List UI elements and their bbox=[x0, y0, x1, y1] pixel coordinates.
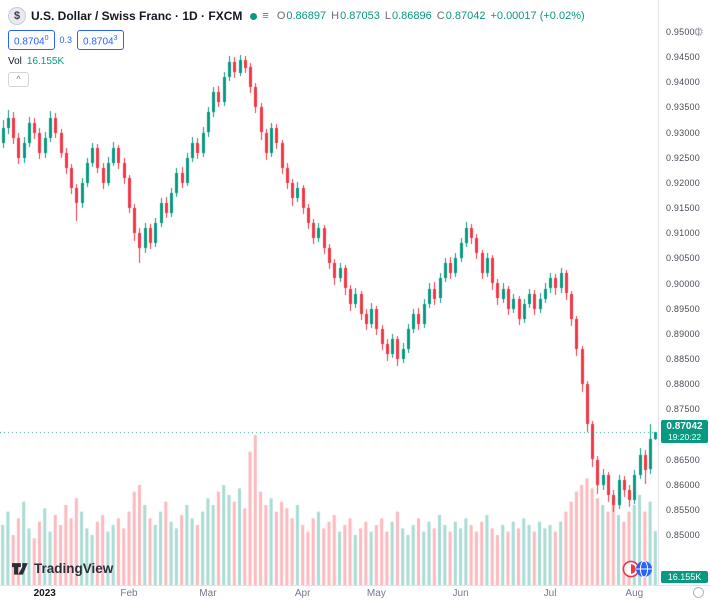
close-value: 0.87042 bbox=[445, 10, 486, 22]
tradingview-logo[interactable]: TradingView bbox=[10, 559, 113, 578]
time-axis-label: Aug bbox=[625, 588, 644, 599]
price-axis-label: 0.91500 bbox=[666, 203, 700, 214]
low-label: L bbox=[384, 10, 391, 22]
price-axis-label: 0.92500 bbox=[666, 152, 700, 163]
price-axis-label: 0.86000 bbox=[666, 479, 700, 490]
close-label: C bbox=[436, 10, 445, 22]
globe-icon[interactable] bbox=[635, 560, 653, 583]
current-price-value: 0.87042 bbox=[666, 421, 703, 433]
collapse-button[interactable]: ^ bbox=[8, 72, 29, 88]
current-price-badge: 0.87042 19:20:22 bbox=[661, 420, 708, 444]
open-value: 0.86897 bbox=[286, 10, 327, 22]
price-axis-label: 0.94500 bbox=[666, 52, 700, 63]
green-dot-icon[interactable] bbox=[250, 12, 258, 20]
chevron-up-icon: ^ bbox=[16, 74, 21, 85]
price-axis-label: 0.90000 bbox=[666, 278, 700, 289]
bid-price: 0.8704 bbox=[14, 36, 45, 48]
volume-label: Vol bbox=[8, 56, 22, 68]
time-axis-label: 2023 bbox=[33, 588, 56, 599]
price-axis-label: 0.89500 bbox=[666, 303, 700, 314]
price-axis-label: 0.94000 bbox=[666, 77, 700, 88]
price-axis-label: 0.88500 bbox=[666, 353, 700, 364]
time-axis-label: Apr bbox=[294, 588, 311, 599]
price-axis-label: 0.88000 bbox=[666, 379, 700, 390]
price-axis-label: 0.85500 bbox=[666, 504, 700, 515]
price-axis[interactable]: 0.87042 19:20:22 16.155K 0.95000 0.94500 0… bbox=[658, 0, 710, 585]
bid-fraction: 0 bbox=[44, 35, 49, 42]
price-axis-label: 0.91000 bbox=[666, 228, 700, 239]
time-axis-label: Mar bbox=[199, 588, 217, 599]
ask-price: 0.8704 bbox=[83, 36, 114, 48]
red-list-icon[interactable]: ≡ bbox=[262, 9, 269, 22]
high-value: 0.87053 bbox=[340, 10, 380, 22]
symbol-title[interactable]: U.S. Dollar / Swiss Franc · 1D · FXCM bbox=[31, 9, 243, 23]
legend: $ U.S. Dollar / Swiss Franc · 1D · FXCM … bbox=[8, 6, 585, 88]
volume-value: 16.155K bbox=[26, 56, 65, 68]
candlestick-chart[interactable] bbox=[0, 0, 658, 585]
price-axis-label: 0.95000 bbox=[666, 27, 700, 37]
symbol-row: $ U.S. Dollar / Swiss Franc · 1D · FXCM … bbox=[8, 6, 585, 26]
settings-gear-icon[interactable]: ⚙ bbox=[693, 25, 704, 39]
corner-icons bbox=[622, 560, 653, 583]
time-axis-label: May bbox=[366, 588, 386, 599]
time-axis-label: Feb bbox=[120, 588, 138, 599]
price-axis-label: 0.93000 bbox=[666, 127, 700, 138]
time-axis-label: Jun bbox=[452, 588, 469, 599]
clock-icon[interactable] bbox=[693, 587, 704, 598]
tradingview-logo-icon bbox=[10, 559, 29, 578]
tradingview-logo-text: TradingView bbox=[34, 561, 114, 576]
ask-button[interactable]: 0.87043 bbox=[77, 30, 124, 51]
broker-target-icon[interactable] bbox=[622, 560, 640, 583]
volume-axis-badge: 16.155K bbox=[661, 571, 708, 583]
time-axis[interactable]: 2023 Feb Mar Apr May Jun Jul Aug bbox=[0, 585, 710, 600]
open-label: O bbox=[276, 10, 286, 22]
price-axis-label: 0.86500 bbox=[666, 454, 700, 465]
price-axis-label: 0.87500 bbox=[666, 404, 700, 415]
ask-fraction: 3 bbox=[113, 35, 118, 42]
price-axis-label: 0.85000 bbox=[666, 530, 700, 540]
high-label: H bbox=[331, 10, 340, 22]
ohlc-readout: O 0.86897 H 0.87053 L 0.86896 C 0.87042 +0.0… bbox=[277, 10, 585, 22]
price-axis-label: 0.92000 bbox=[666, 177, 700, 188]
time-axis-label: Jul bbox=[543, 588, 557, 599]
change-value: +0.00017 (+0.02%) bbox=[490, 10, 585, 22]
price-axis-label: 0.90500 bbox=[666, 253, 700, 264]
bid-button[interactable]: 0.87040 bbox=[8, 30, 55, 51]
spread-value: 0.3 bbox=[59, 35, 73, 46]
low-value: 0.86896 bbox=[391, 10, 432, 22]
price-axis-label: 0.89000 bbox=[666, 328, 700, 339]
volume-row: Vol 16.155K bbox=[8, 56, 585, 67]
price-axis-label: 0.93500 bbox=[666, 102, 700, 113]
bid-ask-row: 0.87040 0.3 0.87043 bbox=[8, 30, 585, 51]
currency-pair-icon: $ bbox=[8, 7, 26, 25]
bar-countdown: 19:20:22 bbox=[667, 432, 702, 443]
